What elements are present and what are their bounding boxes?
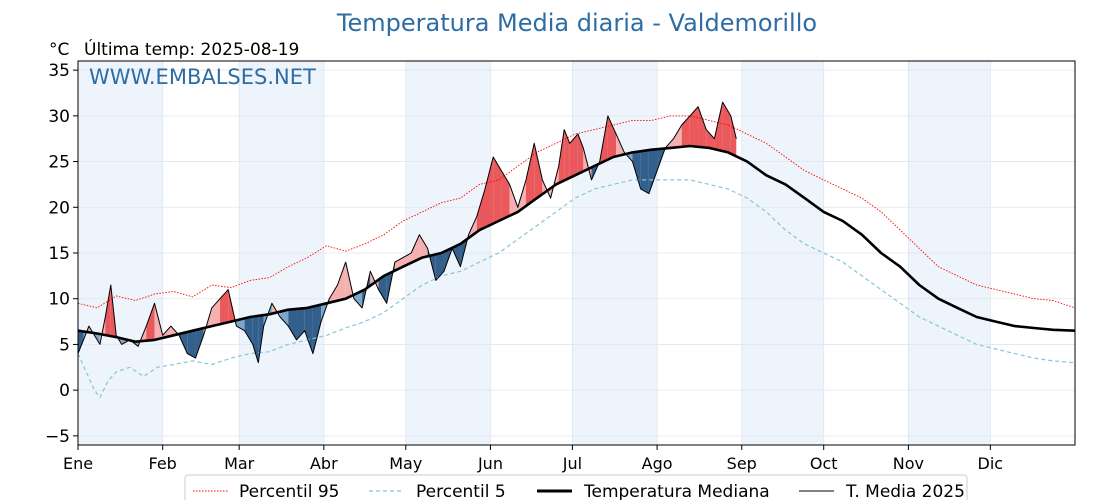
anomaly-fill-above (329, 285, 338, 303)
anomaly-fill-above (564, 129, 570, 181)
anomaly-fill-above (714, 102, 723, 152)
anomaly-fill-below (252, 315, 259, 363)
anomaly-fill-above (220, 289, 229, 325)
legend-median-label: Temperatura Mediana (583, 482, 770, 500)
anomaly-fill-above (558, 129, 565, 184)
series-line-median (77, 144, 1076, 343)
x-tick-label: May (389, 454, 422, 473)
anomaly-fill-above (105, 285, 111, 337)
anomaly-fill-below (640, 150, 649, 194)
anomaly-fill-above (146, 303, 155, 341)
anomaly-fill-above (419, 234, 428, 259)
anomaly-fill-above (525, 143, 535, 206)
anomaly-fill-below (236, 318, 245, 331)
anomaly-fill-above (706, 129, 715, 150)
anomaly-fill-above (689, 106, 699, 147)
anomaly-fill-above (534, 143, 543, 201)
anomaly-fill-below (195, 328, 204, 359)
y-tick-label: 30 (48, 107, 70, 127)
y-tick-label: 10 (48, 290, 70, 310)
x-tick-label: Feb (149, 454, 177, 473)
anomaly-fill-below (648, 149, 658, 194)
legend-p5-label: Percentil 5 (416, 482, 506, 500)
anomaly-fill-above (577, 134, 584, 174)
x-tick-label: Dic (978, 454, 1004, 473)
anomaly-fill-above (698, 106, 707, 148)
anomaly-fill-below (378, 274, 387, 304)
series-line-current-year (77, 101, 737, 364)
anomaly-fill-below (187, 330, 196, 359)
x-axis: Ene Feb Mar Abr May Jun Jul Ago Sep Oct Nov Dic (63, 445, 1003, 473)
anomaly-fill-above (337, 262, 346, 301)
y-tick-label: 0 (59, 381, 70, 401)
anomaly-fill-below (244, 316, 253, 345)
series-line-p95 (77, 115, 1076, 309)
unit-label: °C (49, 40, 69, 60)
y-tick-label: 20 (48, 198, 70, 218)
legend: Percentil 95 Percentil 5 Temperatura Med… (184, 474, 968, 500)
legend-current-label: T. Media 2025 (845, 482, 965, 500)
anomaly-fill-above (607, 115, 617, 160)
y-tick-label: −5 (45, 427, 70, 447)
anomaly-fill-above (509, 184, 518, 216)
x-tick-label: Oct (810, 454, 838, 473)
series-line-p5 (77, 179, 1076, 399)
anomaly-fill-above (673, 125, 682, 148)
anomaly-fill-above (476, 189, 485, 233)
anomaly-fill-above (501, 170, 510, 220)
y-tick-label: 35 (48, 61, 70, 81)
anomaly-fill-below (280, 309, 289, 327)
anomaly-fill-above (484, 157, 494, 228)
chart-title: Temperatura Media diaria - Valdemorillo (336, 9, 817, 37)
x-tick-label: Jul (562, 454, 582, 473)
anomaly-fill-below (296, 308, 305, 340)
anomaly-fill-above (730, 115, 737, 157)
x-tick-label: Jun (477, 454, 503, 473)
anomaly-fill-above (722, 102, 731, 154)
anomaly-fill-above (569, 134, 578, 178)
y-axis: −5 0 5 10 15 20 25 30 35 (45, 61, 78, 447)
anomaly-fill-below (312, 304, 322, 354)
x-tick-label: Nov (893, 454, 924, 473)
legend-p95-label: Percentil 95 (239, 482, 339, 500)
anomaly-fill-above (493, 157, 502, 224)
y-tick-label: 25 (48, 153, 70, 173)
anomaly-fill-below (288, 308, 297, 340)
x-tick-label: Ene (63, 454, 93, 473)
x-tick-label: Ago (642, 454, 673, 473)
x-tick-label: Mar (224, 454, 255, 473)
watermark: WWW.EMBALSES.NET (89, 65, 316, 89)
anomaly-fill-below (78, 330, 84, 354)
anomaly-fill-above (411, 234, 420, 263)
anomaly-fill-below (304, 306, 313, 354)
x-tick-label: Abr (310, 454, 338, 473)
y-tick-label: 15 (48, 244, 70, 264)
y-tick-label: 5 (59, 335, 70, 355)
x-tick-label: Sep (727, 454, 757, 473)
last-temp-label: Última temp: 2025-08-19 (84, 38, 299, 60)
anomaly-fill-above (681, 115, 690, 147)
series-lines (77, 101, 1076, 399)
legend-box (184, 474, 968, 500)
